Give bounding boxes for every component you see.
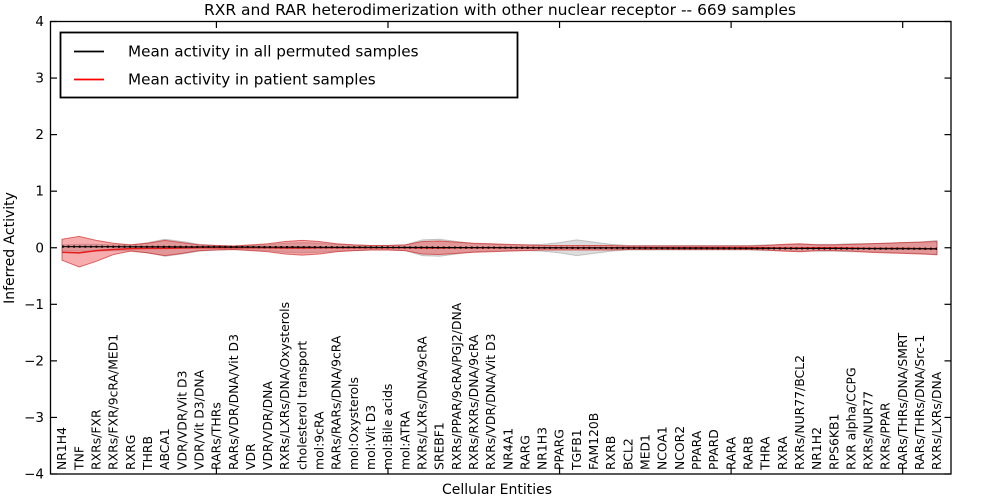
y-tick-label: −1	[24, 297, 44, 313]
legend-label-patient: Mean activity in patient samples	[128, 71, 376, 89]
x-category-label: ABCA1	[157, 428, 172, 470]
legend-box: Mean activity in all permuted samples Me…	[59, 31, 519, 99]
x-category-label: NR1H4	[54, 427, 69, 470]
x-category-label: RXRs/RXRs/DNA/9cRA	[466, 334, 481, 470]
x-category-label: mol:ATRA	[397, 411, 412, 470]
x-category-label: TGFB1	[569, 429, 584, 471]
x-axis-label: Cellular Entities	[442, 482, 552, 498]
x-category-label: VDR/Vit D3/DNA	[191, 369, 206, 470]
plot-frame	[49, 20, 952, 475]
x-category-label: mol:Vit D3	[363, 405, 378, 470]
x-category-label: RXRs/NUR77/BCL2	[792, 355, 807, 470]
x-category-label: RARs/THRs/DNA/SMRT	[895, 332, 910, 470]
x-category-label: RXRs/LXRs/DNA	[929, 371, 944, 470]
x-category-label: RXRs/VDR/DNA/Vit D3	[483, 334, 498, 470]
x-category-label: RXRB	[603, 436, 618, 470]
x-category-label: THRB	[140, 436, 155, 471]
y-tick-label: 0	[35, 240, 44, 256]
y-tick-label: 2	[35, 127, 44, 143]
x-category-label: MED1	[638, 434, 653, 470]
x-category-label: PPARD	[706, 429, 721, 470]
x-category-label: THRA	[758, 436, 773, 471]
x-category-label: mol:9cRA	[312, 411, 327, 470]
x-category-label: RARs/THRs	[209, 402, 224, 470]
legend-frame	[59, 31, 519, 99]
x-category-label: FAM120B	[586, 413, 601, 470]
chart-title: RXR and RAR heterodimerization with othe…	[204, 1, 796, 19]
y-tick-label: −4	[24, 467, 44, 483]
x-category-label: RXRs/FXR	[89, 409, 104, 470]
permuted-mean-line-dots	[61, 245, 938, 250]
x-category-label: RARG	[517, 435, 532, 470]
x-category-label: RARs/THRs/DNA/Src-1	[912, 335, 927, 470]
x-category-label: RARs/VDR/DNA/Vit D3	[226, 334, 241, 470]
x-category-label: NR1H3	[535, 427, 550, 470]
x-category-label: RXRs/LXRs/DNA/Oxysterols	[277, 302, 292, 470]
x-category-label: RXRA	[775, 436, 790, 470]
y-tick-label: 4	[35, 14, 44, 30]
y-tick-label: −3	[24, 410, 44, 426]
x-category-label: RXRs/NUR77	[861, 391, 876, 470]
x-category-label: NCOA1	[655, 426, 670, 470]
x-category-label: RARB	[740, 436, 755, 470]
x-category-label: VDR/VDR/DNA	[260, 381, 275, 470]
x-category-label: RXR alpha/CCPG	[843, 367, 858, 470]
x-category-label: RARA	[723, 436, 738, 470]
y-tick-label: 3	[35, 71, 44, 87]
mean-lines	[61, 245, 938, 254]
x-category-label: TNF	[71, 446, 86, 471]
x-category-label: VDR	[243, 443, 258, 470]
y-tick-label: 1	[35, 184, 44, 200]
axis-tick-marks	[51, 20, 951, 475]
x-category-label: RXRs/LXRs/DNA/9cRA	[414, 336, 429, 470]
x-category-label: RPS6KB1	[826, 414, 841, 470]
violin-bands	[61, 235, 938, 268]
patient-spread-band	[61, 235, 938, 268]
x-category-label: RARs/RARs/DNA/9cRA	[329, 335, 344, 470]
x-category-label: RXRs/FXR/9cRA/MED1	[106, 334, 121, 470]
x-category-label: NR4A1	[500, 428, 515, 470]
x-category-label: BCL2	[620, 438, 635, 470]
x-category-label: VDR/VDR/Vit D3	[174, 371, 189, 470]
x-category-label: RXRs/PPAR	[878, 402, 893, 470]
x-category-label: cholesterol transport	[294, 341, 309, 470]
legend-label-permuted: Mean activity in all permuted samples	[128, 43, 419, 61]
x-category-label: SREBF1	[432, 422, 447, 470]
y-tick-label: −2	[24, 353, 44, 369]
x-category-label: mol:Oxysterols	[346, 377, 361, 470]
x-category-label: mol:Bile acids	[380, 384, 395, 470]
y-axis-label: Inferred Activity	[2, 192, 18, 304]
x-category-label: RXRs/PPAR/9cRA/PGJ2/DNA	[449, 302, 464, 470]
y-tick-labels: 4 3 2 1 0 −1 −2 −3 −4	[24, 14, 44, 483]
x-category-label: PPARA	[689, 430, 704, 470]
x-category-label: RXRG	[123, 435, 138, 470]
x-category-label: NR1H2	[809, 427, 824, 470]
x-category-label: NCOR2	[672, 426, 687, 470]
x-tick-labels: NR1H4 TNF RXRs/FXR RXRs/FXR/9cRA/MED1 RXRG TH…	[54, 302, 944, 471]
x-category-label: PPARG	[552, 429, 567, 470]
